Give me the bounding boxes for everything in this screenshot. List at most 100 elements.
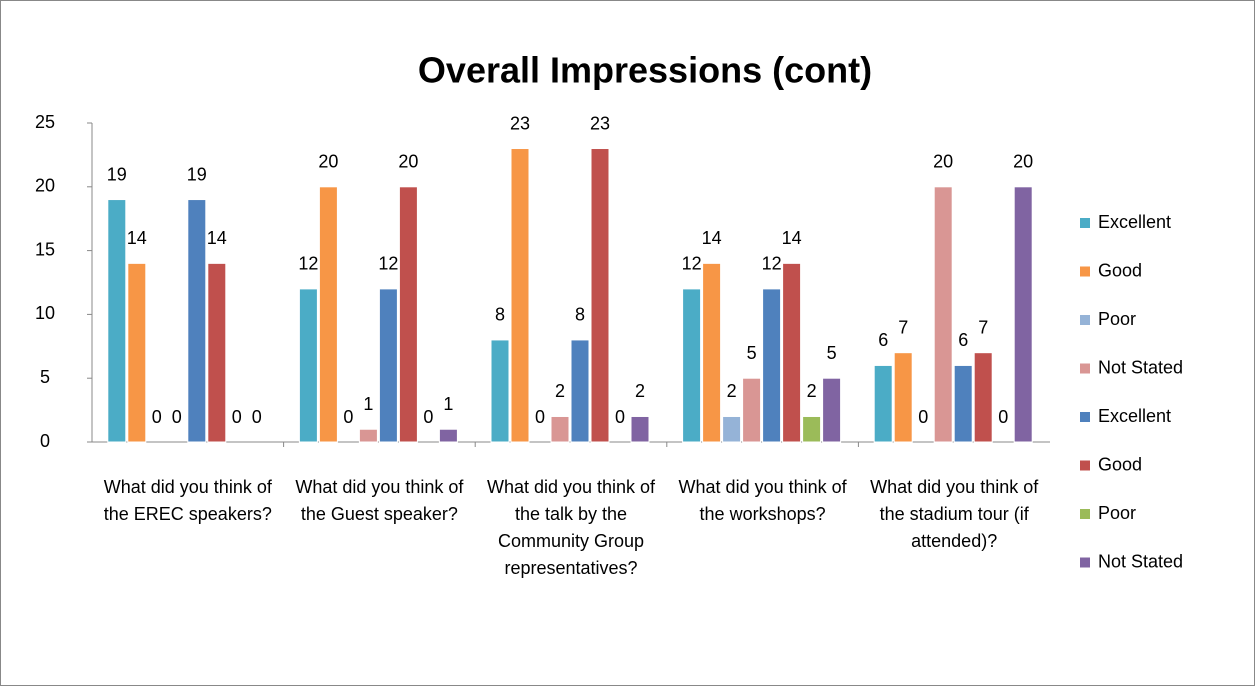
- x-tick-label: What did you think of the talk by the Co…: [486, 477, 656, 578]
- bar: [893, 352, 913, 443]
- data-label: 12: [762, 254, 782, 274]
- y-tick-label: 10: [35, 303, 55, 323]
- bar: [207, 262, 227, 443]
- data-label: 23: [510, 113, 530, 133]
- bar: [378, 288, 398, 443]
- legend-swatch: [1080, 412, 1090, 422]
- bar: [702, 262, 722, 443]
- legend-swatch: [1080, 460, 1090, 471]
- data-label: 20: [398, 152, 418, 172]
- data-label: 0: [252, 407, 262, 427]
- bar: [822, 377, 842, 443]
- data-label: 23: [590, 113, 610, 133]
- legend-label: Poor: [1098, 503, 1136, 523]
- bar: [490, 339, 510, 443]
- bar: [762, 288, 782, 443]
- data-label: 19: [187, 164, 207, 184]
- bar: [187, 199, 207, 443]
- legend-label: Poor: [1098, 309, 1136, 329]
- bar: [802, 415, 822, 443]
- legend-label: Good: [1098, 260, 1142, 280]
- x-tick-label: What did you think of the EREC speakers?: [103, 477, 272, 524]
- legend-swatch: [1080, 315, 1090, 325]
- chart-title: Overall Impressions (cont): [418, 50, 872, 91]
- data-label: 0: [998, 407, 1008, 427]
- y-tick-label: 5: [40, 367, 50, 387]
- legend-label: Not Stated: [1098, 551, 1183, 571]
- bar: [127, 262, 147, 443]
- bar: [318, 186, 338, 443]
- data-label: 0: [535, 407, 545, 427]
- bar: [1013, 186, 1033, 443]
- data-label: 7: [978, 317, 988, 337]
- bar: [550, 415, 570, 443]
- data-label: 8: [575, 305, 585, 325]
- data-label: 0: [343, 407, 353, 427]
- bar: [782, 262, 802, 443]
- data-label: 0: [172, 407, 182, 427]
- bar: [570, 339, 590, 443]
- data-label: 2: [727, 381, 737, 401]
- data-label: 2: [807, 381, 817, 401]
- bar: [682, 288, 702, 443]
- data-label: 5: [827, 343, 837, 363]
- data-label: 20: [318, 152, 338, 172]
- legend-swatch: [1080, 363, 1090, 374]
- legend-swatch: [1080, 557, 1090, 568]
- data-label: 14: [702, 228, 722, 248]
- bar: [722, 415, 742, 443]
- data-label: 7: [898, 317, 908, 337]
- bar: [873, 364, 893, 443]
- data-label: 8: [495, 305, 505, 325]
- y-tick-label: 15: [35, 239, 55, 259]
- data-label: 20: [1013, 152, 1033, 172]
- data-label: 20: [933, 152, 953, 172]
- legend-swatch: [1080, 266, 1090, 277]
- bar: [298, 288, 318, 443]
- data-label: 19: [107, 164, 127, 184]
- x-tick-label: What did you think of the stadium tour (…: [870, 477, 1039, 551]
- data-label: 1: [363, 394, 373, 414]
- y-tick-label: 25: [35, 112, 55, 132]
- data-label: 2: [555, 381, 565, 401]
- legend-swatch: [1080, 218, 1090, 228]
- bar: [933, 186, 953, 443]
- bar: [107, 199, 127, 443]
- bar: [358, 428, 378, 443]
- data-label: 1: [443, 394, 453, 414]
- data-label: 12: [298, 254, 318, 274]
- data-label: 6: [878, 330, 888, 350]
- legend-label: Excellent: [1098, 406, 1171, 426]
- x-tick-label: What did you think of the Guest speaker?: [295, 477, 464, 524]
- data-label: 0: [918, 407, 928, 427]
- x-tick-label: What did you think of the workshops?: [678, 477, 847, 524]
- data-label: 12: [378, 254, 398, 274]
- legend-label: Good: [1098, 454, 1142, 474]
- bar: [630, 415, 650, 443]
- data-label: 5: [747, 343, 757, 363]
- data-label: 6: [958, 330, 968, 350]
- legend-label: Excellent: [1098, 212, 1171, 232]
- legend-swatch: [1080, 509, 1090, 519]
- data-label: 2: [635, 381, 645, 401]
- bar: [973, 352, 993, 443]
- bar: [438, 428, 458, 443]
- bar: [742, 377, 762, 443]
- data-label: 0: [615, 407, 625, 427]
- data-label: 12: [682, 254, 702, 274]
- y-tick-label: 20: [35, 176, 55, 196]
- data-label: 14: [207, 228, 227, 248]
- data-label: 14: [127, 228, 147, 248]
- bar: [953, 364, 973, 443]
- data-label: 0: [423, 407, 433, 427]
- legend-label: Not Stated: [1098, 357, 1183, 377]
- data-label: 14: [782, 228, 802, 248]
- bar: [398, 186, 418, 443]
- data-label: 0: [152, 407, 162, 427]
- bar: [510, 148, 530, 443]
- data-label: 0: [232, 407, 242, 427]
- bar: [590, 148, 610, 443]
- y-tick-label: 0: [40, 431, 50, 451]
